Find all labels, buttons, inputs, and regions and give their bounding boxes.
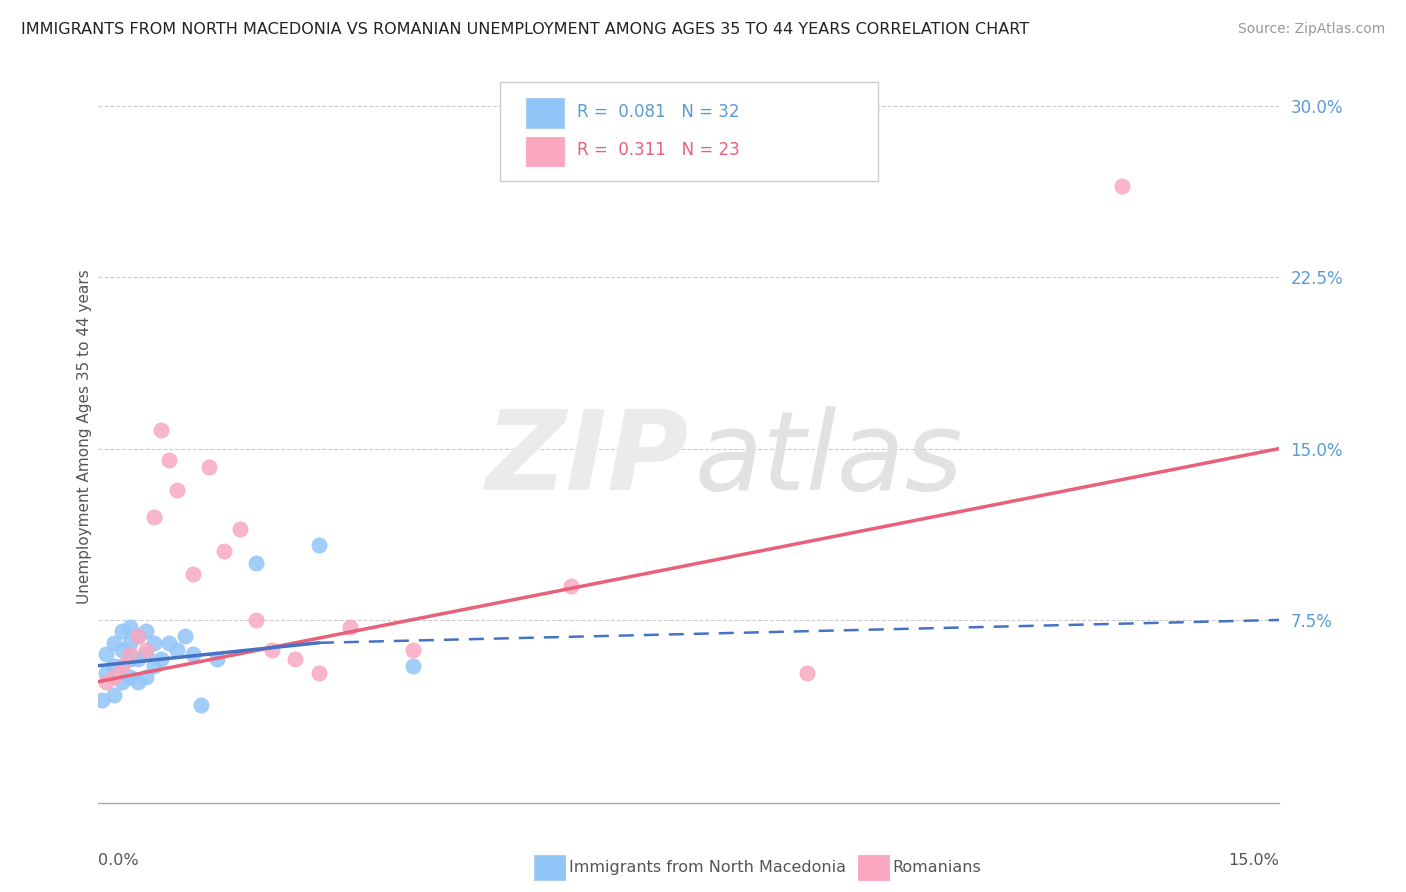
Point bbox=[181, 567, 204, 582]
Point bbox=[166, 483, 188, 497]
Point bbox=[127, 674, 149, 689]
Text: 0.0%: 0.0% bbox=[98, 853, 139, 868]
Point bbox=[96, 665, 118, 680]
Point bbox=[103, 689, 125, 703]
Point bbox=[127, 652, 149, 666]
Point bbox=[142, 636, 165, 650]
Point bbox=[560, 579, 582, 593]
Point bbox=[181, 647, 204, 661]
Text: Immigrants from North Macedonia: Immigrants from North Macedonia bbox=[569, 860, 846, 874]
Point bbox=[118, 670, 141, 684]
Text: Source: ZipAtlas.com: Source: ZipAtlas.com bbox=[1237, 22, 1385, 37]
Point bbox=[142, 658, 165, 673]
Point bbox=[118, 620, 141, 634]
Point bbox=[214, 544, 236, 558]
Point bbox=[91, 693, 114, 707]
Point bbox=[166, 642, 188, 657]
Point bbox=[127, 629, 149, 643]
Text: atlas: atlas bbox=[695, 406, 963, 513]
Point bbox=[103, 658, 125, 673]
Point bbox=[157, 636, 180, 650]
Point bbox=[157, 453, 180, 467]
Point bbox=[260, 642, 283, 657]
Point bbox=[103, 670, 125, 684]
Point bbox=[96, 647, 118, 661]
Point bbox=[284, 652, 307, 666]
Point bbox=[150, 423, 173, 437]
Point bbox=[135, 624, 157, 639]
Text: R =  0.081   N = 32: R = 0.081 N = 32 bbox=[576, 103, 740, 120]
Point bbox=[308, 665, 330, 680]
Point bbox=[205, 652, 228, 666]
Point bbox=[111, 658, 134, 673]
Text: IMMIGRANTS FROM NORTH MACEDONIA VS ROMANIAN UNEMPLOYMENT AMONG AGES 35 TO 44 YEA: IMMIGRANTS FROM NORTH MACEDONIA VS ROMAN… bbox=[21, 22, 1029, 37]
Point bbox=[197, 459, 219, 474]
Point bbox=[150, 652, 173, 666]
Point bbox=[135, 642, 157, 657]
Text: R =  0.311   N = 23: R = 0.311 N = 23 bbox=[576, 141, 740, 160]
Y-axis label: Unemployment Among Ages 35 to 44 years: Unemployment Among Ages 35 to 44 years bbox=[77, 269, 91, 605]
Text: Romanians: Romanians bbox=[893, 860, 981, 874]
Text: ZIP: ZIP bbox=[485, 406, 689, 513]
Point bbox=[142, 510, 165, 524]
Point bbox=[118, 636, 141, 650]
Point bbox=[135, 647, 157, 661]
FancyBboxPatch shape bbox=[501, 82, 877, 181]
FancyBboxPatch shape bbox=[526, 98, 564, 128]
Point bbox=[96, 674, 118, 689]
Point bbox=[111, 674, 134, 689]
Point bbox=[229, 521, 252, 535]
Point bbox=[111, 658, 134, 673]
Point bbox=[103, 636, 125, 650]
Text: 15.0%: 15.0% bbox=[1229, 853, 1279, 868]
Point bbox=[111, 642, 134, 657]
Point bbox=[111, 624, 134, 639]
Point bbox=[245, 613, 267, 627]
Point bbox=[339, 620, 361, 634]
Point bbox=[174, 629, 197, 643]
Point bbox=[127, 629, 149, 643]
Point bbox=[308, 537, 330, 551]
Point bbox=[402, 642, 425, 657]
Point bbox=[190, 698, 212, 712]
Point bbox=[245, 556, 267, 570]
Point bbox=[1111, 178, 1133, 193]
Point bbox=[135, 670, 157, 684]
FancyBboxPatch shape bbox=[526, 137, 564, 167]
Point bbox=[402, 658, 425, 673]
Point bbox=[796, 665, 818, 680]
Point bbox=[118, 647, 141, 661]
Point bbox=[118, 652, 141, 666]
